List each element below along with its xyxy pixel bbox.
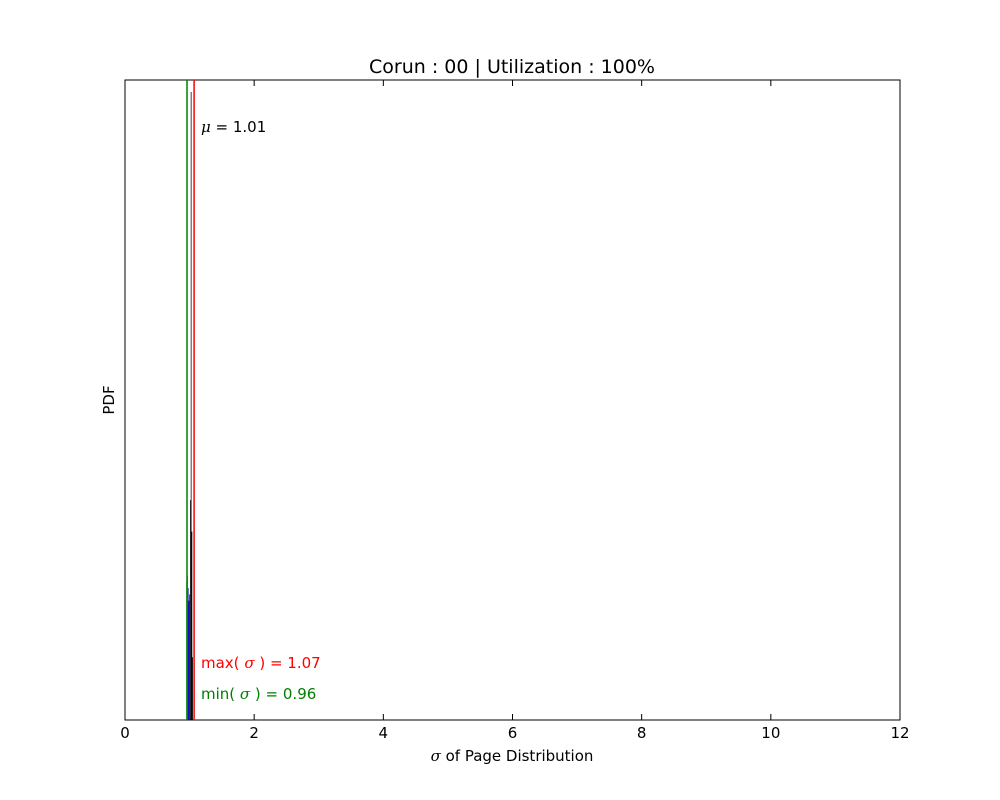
y-axis-label: PDF — [100, 385, 118, 414]
reference-lines — [186, 80, 195, 720]
chart-title: Corun : 00 | Utilization : 100% — [369, 56, 655, 78]
x-axis-label: σ of Page Distribution — [431, 747, 594, 765]
x-tick-label: 4 — [379, 724, 389, 742]
histogram-bar — [190, 500, 191, 720]
histogram-bar — [189, 594, 191, 720]
x-axis-ticks: 0 2 4 6 8 10 12 — [120, 80, 910, 742]
histogram-bar — [187, 588, 189, 720]
x-tick-label: 10 — [761, 724, 780, 742]
x-tick-label: 12 — [890, 724, 909, 742]
histogram-bar — [192, 657, 193, 720]
histogram-bar — [190, 92, 192, 720]
x-tick-label: 8 — [637, 724, 647, 742]
max-sigma-annotation: max( σ ) = 1.07 — [201, 654, 321, 672]
histogram-bar — [188, 600, 190, 720]
x-tick-label: 2 — [249, 724, 259, 742]
min-sigma-annotation: min( σ ) = 0.96 — [201, 685, 316, 703]
histogram-bar — [191, 531, 193, 720]
mean-annotation: μ = 1.01 — [201, 118, 266, 136]
plot-area — [124, 79, 901, 721]
x-tick-label: 0 — [120, 724, 130, 742]
x-tick-label: 6 — [508, 724, 518, 742]
